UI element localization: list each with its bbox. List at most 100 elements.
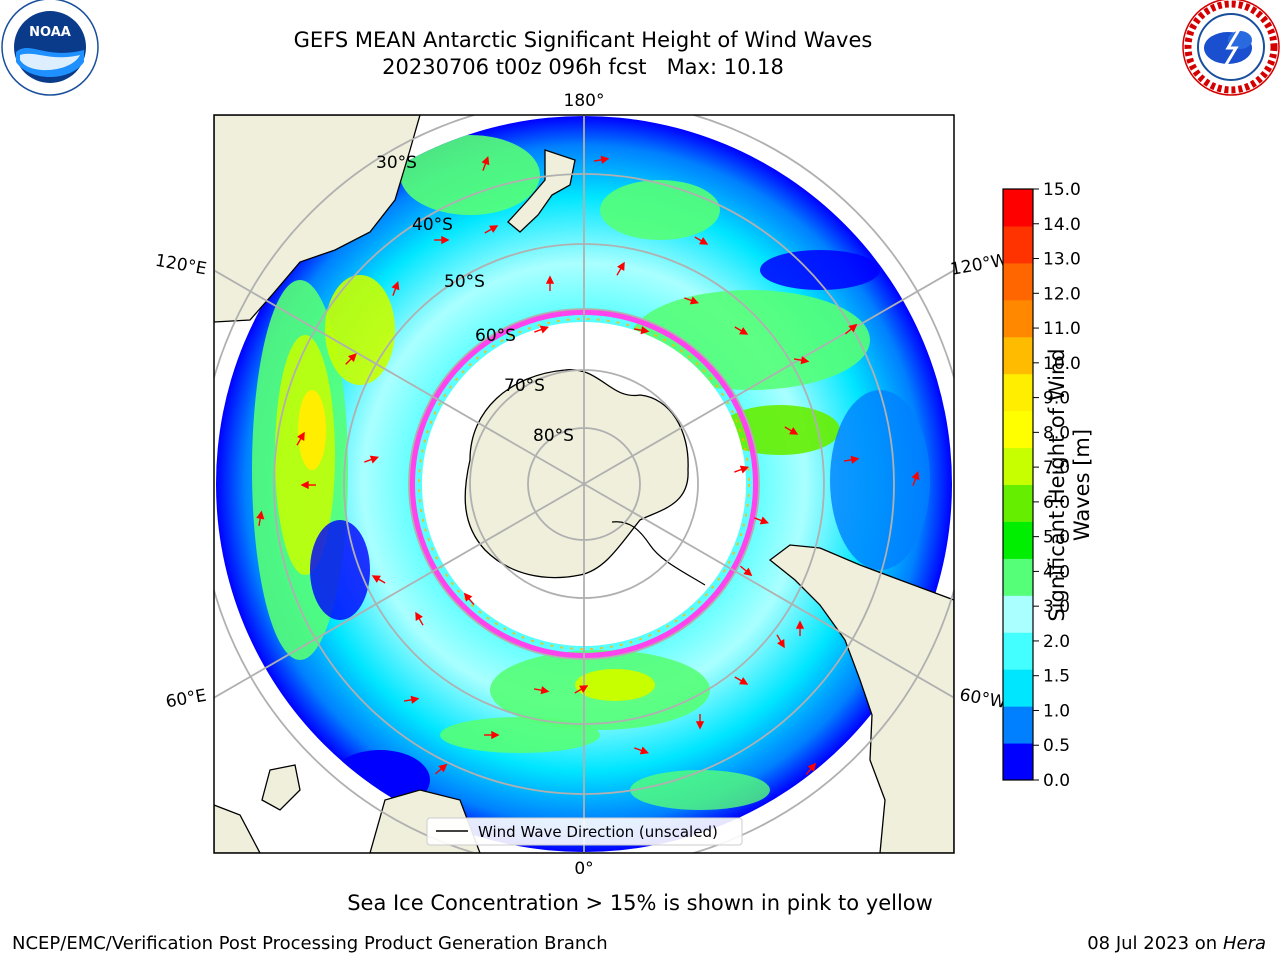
colorbar-tick-label: 11.0 — [1043, 319, 1081, 339]
wave-arrow — [481, 156, 490, 171]
wave-arrow — [616, 261, 625, 276]
wave-arrow — [403, 695, 420, 704]
colorbar-segment — [1003, 669, 1033, 707]
madagascar-landmass — [261, 764, 301, 811]
colorbar-segment — [1003, 706, 1033, 744]
colorbar-segment — [1003, 410, 1033, 449]
lon-label-120w: 120°W — [949, 250, 1010, 280]
colorbar-segment — [1003, 262, 1033, 301]
wave-arrow — [633, 326, 650, 335]
colorbar-segment — [1003, 336, 1033, 375]
footer-date: 08 Jul 2023 on Hera — [1087, 933, 1266, 954]
map-legend: Wind Wave Direction (unscaled) — [426, 817, 743, 846]
wave-arrow — [695, 714, 705, 730]
colorbar-tick-label: 4.0 — [1043, 562, 1070, 582]
new-zealand-landmass — [507, 149, 576, 233]
wave-arrow — [574, 685, 589, 694]
wave-arrow — [593, 155, 610, 164]
sea-ice-note: Sea Ice Concentration > 15% is shown in … — [347, 891, 933, 915]
wave-arrow — [415, 611, 424, 626]
wave-arrow — [434, 763, 448, 775]
lon-label-120e: 120°E — [154, 251, 208, 280]
lon-label-60e: 60°E — [164, 686, 208, 713]
wave-arrow — [844, 323, 858, 335]
wave-arrow — [694, 236, 709, 245]
wave-arrow — [776, 634, 785, 649]
colorbar-segment — [1003, 595, 1033, 633]
lon-label-0: 0° — [574, 859, 593, 879]
wave-arrow — [463, 592, 475, 606]
colorbar-tick-label: 1.0 — [1043, 701, 1070, 721]
wave-arrow — [484, 225, 499, 234]
wave-arrow — [533, 686, 550, 695]
colorbar-segment — [1003, 299, 1033, 338]
wave-arrow — [739, 565, 753, 577]
wave-arrow — [545, 275, 555, 291]
colorbar-segment — [1003, 743, 1033, 781]
colorbar-tick-label: 13.0 — [1043, 250, 1081, 270]
footer-credit: NCEP/EMC/Verification Post Processing Pr… — [12, 933, 608, 954]
colorbar-segment — [1003, 632, 1033, 670]
nws-logo — [1182, 0, 1280, 96]
colorbar-tick-label: 2.0 — [1043, 632, 1070, 652]
wave-arrow — [371, 575, 386, 584]
colorbar-tick-label: 3.0 — [1043, 597, 1070, 617]
wave-arrow — [734, 676, 749, 685]
colorbar-tick-label: 8.0 — [1043, 423, 1070, 443]
wind-wave-arrows — [256, 155, 920, 776]
noaa-logo-text: NOAA — [29, 25, 71, 40]
colorbar-segment — [1003, 373, 1033, 412]
colorbar-segment — [1003, 447, 1033, 485]
chart-subtitle: 20230706 t00z 096h fcst Max: 10.18 — [382, 55, 784, 79]
wave-arrow — [391, 281, 400, 296]
wave-arrow — [634, 746, 649, 755]
footer-date-text: 08 Jul 2023 on — [1087, 933, 1223, 954]
colorbar-title: Significant Height of Wind Waves [m] — [1045, 348, 1094, 622]
colorbar-segment — [1003, 558, 1033, 596]
colorbar-segment — [1003, 521, 1033, 559]
colorbar-tick-label: 10.0 — [1043, 354, 1081, 374]
wave-arrow — [793, 356, 810, 365]
wave-arrow — [256, 510, 265, 527]
wave-arrow — [434, 235, 450, 245]
wave-arrow — [911, 471, 920, 486]
colorbar-tick-label: 5.0 — [1043, 528, 1070, 548]
wave-arrow — [795, 620, 805, 636]
colorbar-tick-label: 14.0 — [1043, 215, 1081, 235]
wave-arrow — [843, 455, 860, 464]
colorbar: 0.0 0.5 1.0 1.5 2.0 3.0 4.0 5.0 6.0 7.0 8.0 9.0 10.0… — [1002, 180, 1081, 791]
wave-arrow — [754, 516, 769, 525]
colorbar-tick-label: 7.0 — [1043, 458, 1070, 478]
wave-arrow — [805, 762, 817, 776]
meridian-lines — [214, 115, 954, 853]
lat-label-30s: 30°S — [376, 153, 417, 173]
lat-label-50s: 50°S — [444, 272, 485, 292]
wave-arrow — [734, 465, 749, 474]
lat-label-60s: 60°S — [475, 326, 516, 346]
lat-label-40s: 40°S — [412, 215, 453, 235]
colorbar-tick-label: 6.0 — [1043, 493, 1070, 513]
colorbar-tick-label: 12.0 — [1043, 284, 1081, 304]
wave-arrow — [300, 480, 316, 490]
colorbar-border — [1002, 188, 1034, 781]
noaa-logo: NOAA — [1, 0, 99, 96]
colorbar-tick-label: 15.0 — [1043, 180, 1081, 200]
wave-arrow — [364, 455, 379, 464]
colorbar-tick-label: 9.0 — [1043, 389, 1070, 409]
wave-arrow — [484, 730, 500, 740]
colorbar-segment — [1003, 225, 1033, 264]
footer-machine: Hera — [1222, 933, 1266, 954]
wave-arrow — [345, 353, 357, 365]
south-america-landmass — [768, 544, 954, 853]
chart-title: GEFS MEAN Antarctic Significant Height o… — [293, 28, 873, 52]
wave-arrow — [296, 431, 305, 446]
wave-arrow — [734, 326, 749, 335]
lon-label-60w: 60°W — [958, 685, 1008, 713]
colorbar-segment — [1003, 484, 1033, 522]
wave-arrow — [684, 296, 699, 305]
wave-arrow — [534, 325, 549, 334]
colorbar-segment — [1003, 189, 1033, 227]
colorbar-tick-label: 1.5 — [1043, 667, 1070, 687]
colorbar-tick-label: 0.5 — [1043, 736, 1070, 756]
